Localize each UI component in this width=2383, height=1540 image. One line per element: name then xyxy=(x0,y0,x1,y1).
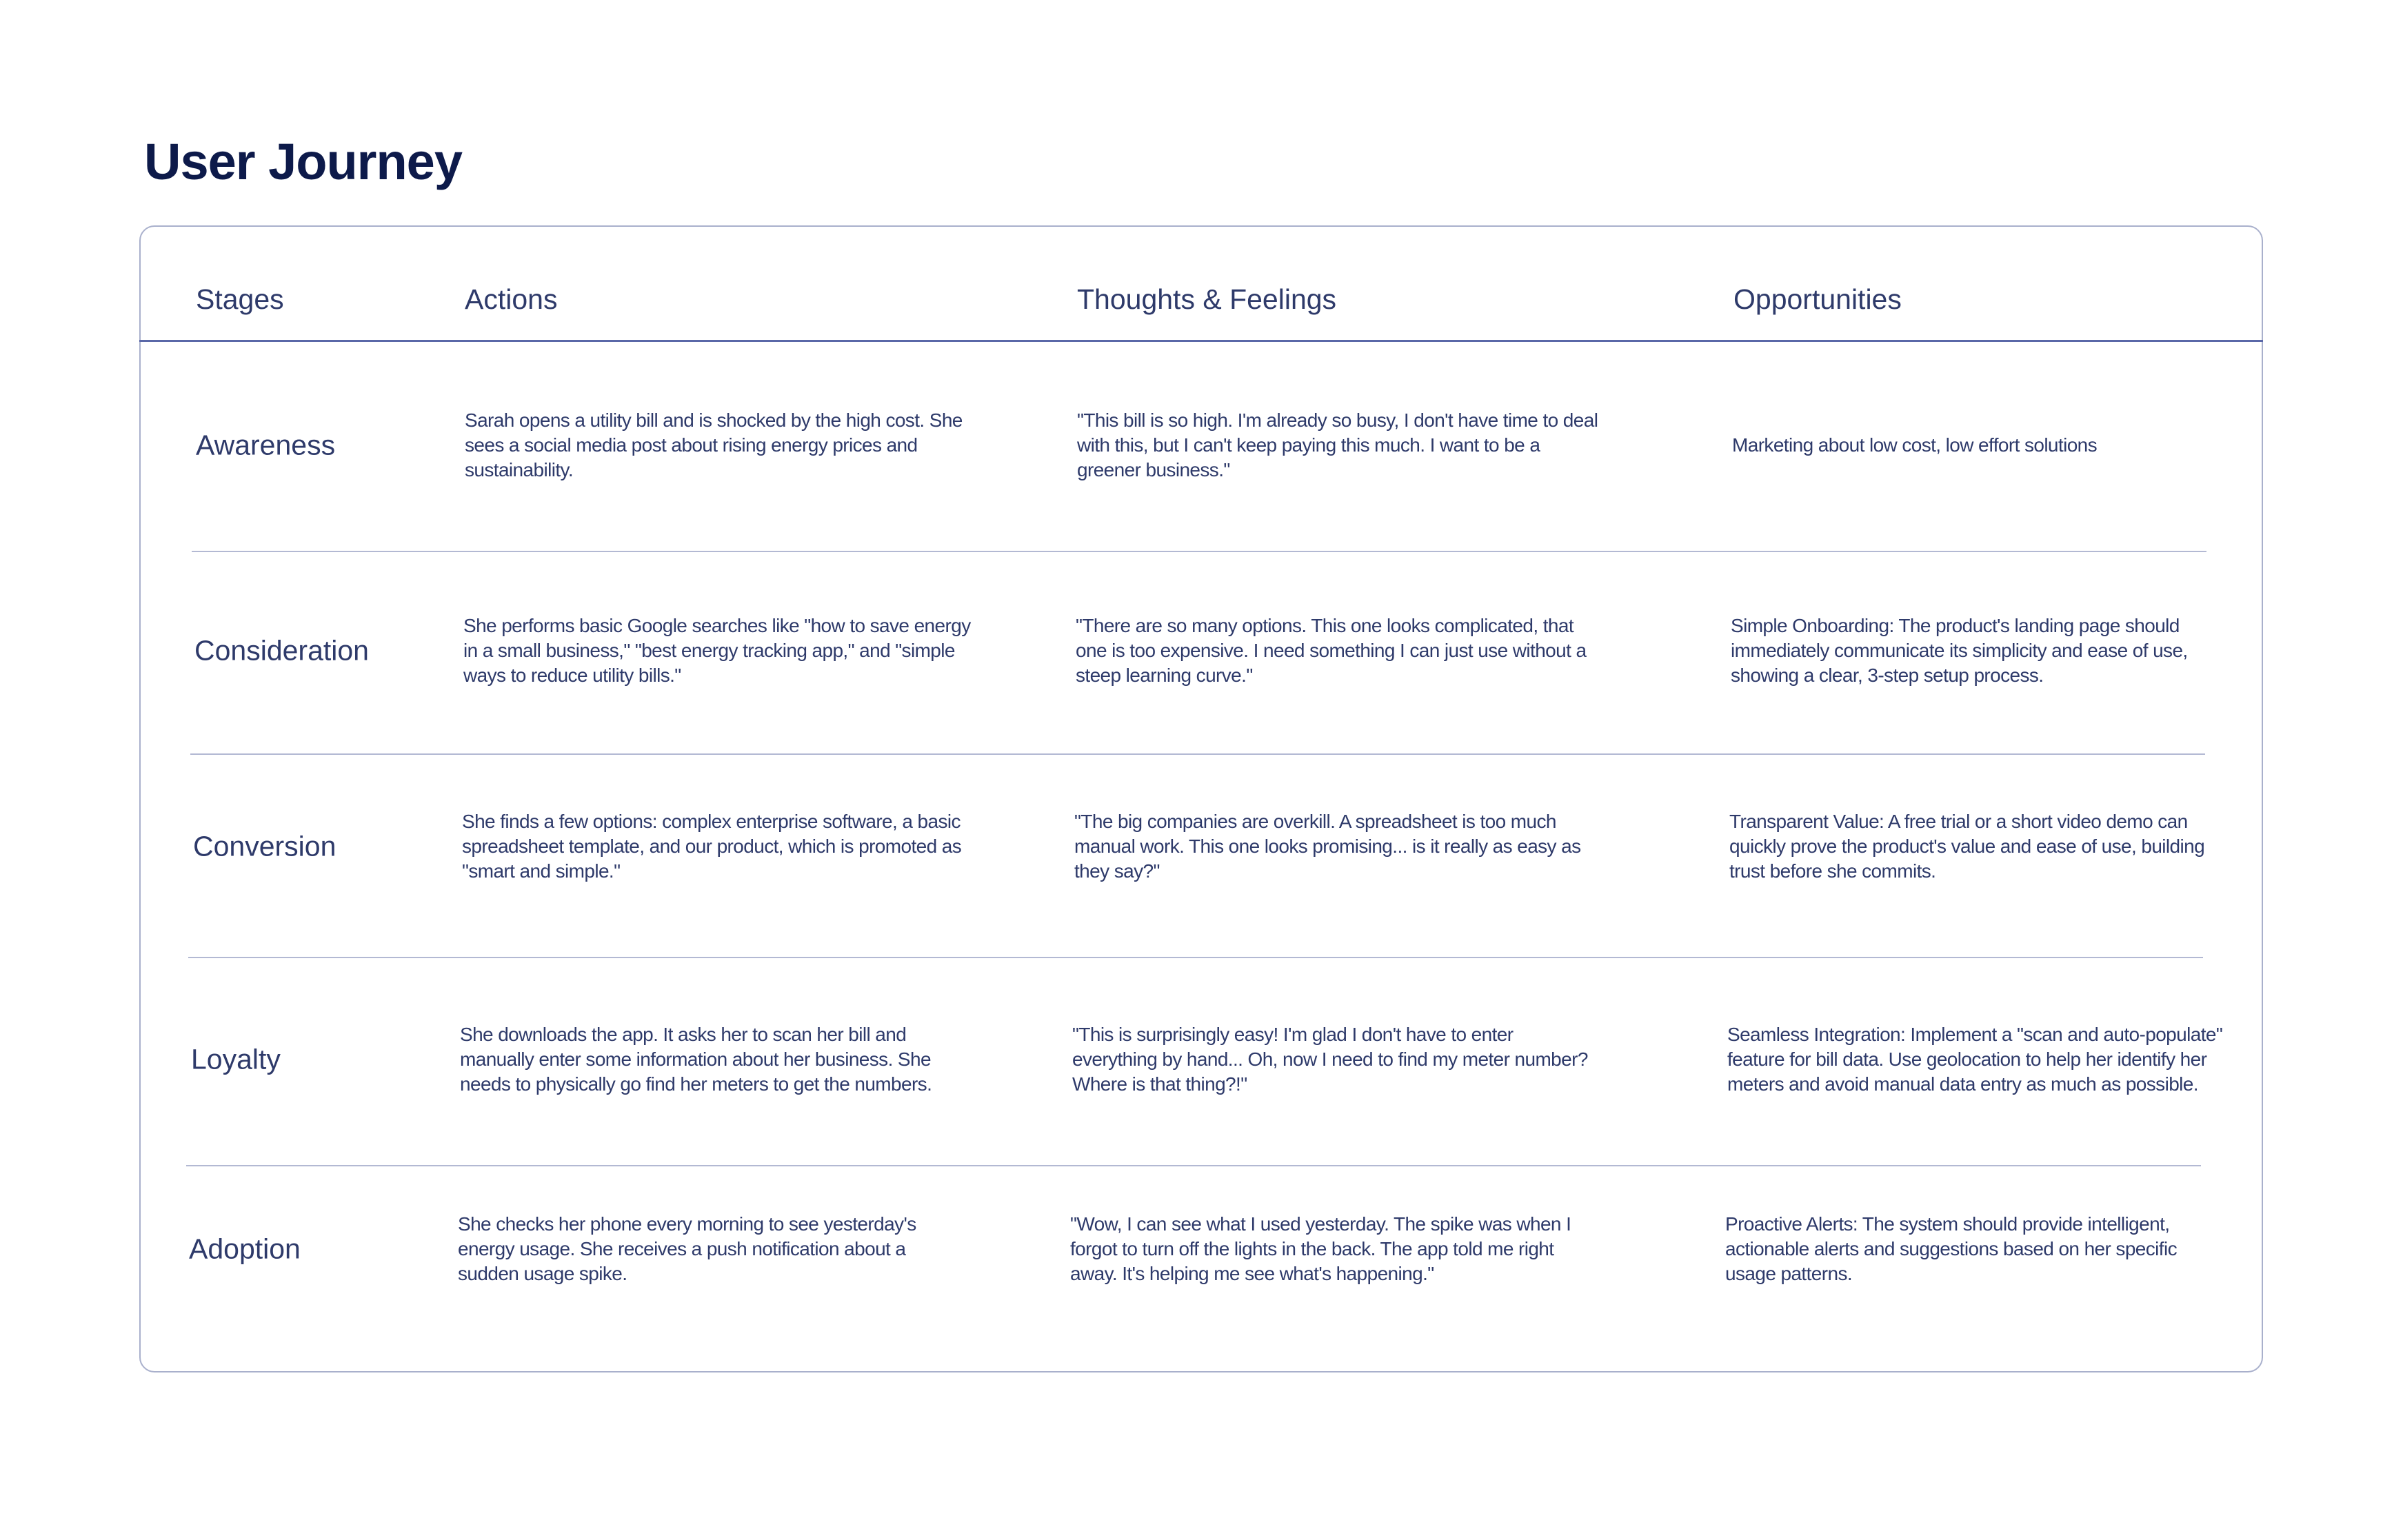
stage-label: Consideration xyxy=(194,634,369,667)
thoughts-cell: "Wow, I can see what I used yesterday. T… xyxy=(1070,1213,1571,1284)
opportunities-cell: Proactive Alerts: The system should prov… xyxy=(1725,1213,2178,1284)
actions-cell: She finds a few options: complex enterpr… xyxy=(462,811,962,882)
thoughts-cell: "This is surprisingly easy! I'm glad I d… xyxy=(1072,1024,1588,1095)
column-header-opportunities: Opportunities xyxy=(1733,283,1902,315)
row-divider xyxy=(188,957,2203,958)
thoughts-cell: "This bill is so high. I'm already so bu… xyxy=(1077,409,1598,480)
row-divider xyxy=(192,551,2206,552)
actions-cell: She checks her phone every morning to se… xyxy=(458,1213,916,1284)
stage-label: Awareness xyxy=(196,429,336,461)
actions-cell: She downloads the app. It asks her to sc… xyxy=(460,1024,932,1095)
column-header-thoughts: Thoughts & Feelings xyxy=(1077,283,1337,315)
column-header-actions: Actions xyxy=(465,283,558,315)
column-header-stages: Stages xyxy=(196,283,284,315)
journey-table: Stages Actions Thoughts & Feelings Oppor… xyxy=(139,225,2263,1372)
actions-cell: Sarah opens a utility bill and is shocke… xyxy=(465,409,963,480)
row-divider xyxy=(190,753,2205,755)
stage-label: Loyalty xyxy=(191,1043,281,1075)
thoughts-cell: "The big companies are overkill. A sprea… xyxy=(1074,811,1581,882)
stage-label: Adoption xyxy=(189,1233,301,1265)
actions-cell: She performs basic Google searches like … xyxy=(463,615,971,686)
row-divider xyxy=(186,1165,2201,1166)
stage-label: Conversion xyxy=(193,830,336,862)
opportunities-cell: Simple Onboarding: The product's landing… xyxy=(1731,615,2188,686)
thoughts-cell: "There are so many options. This one loo… xyxy=(1076,615,1587,686)
opportunities-cell: Marketing about low cost, low effort sol… xyxy=(1732,434,2098,456)
header-divider xyxy=(139,340,2263,342)
page-title: User Journey xyxy=(144,133,463,190)
opportunities-cell: Seamless Integration: Implement a "scan … xyxy=(1727,1024,2223,1095)
opportunities-cell: Transparent Value: A free trial or a sho… xyxy=(1729,811,2205,882)
